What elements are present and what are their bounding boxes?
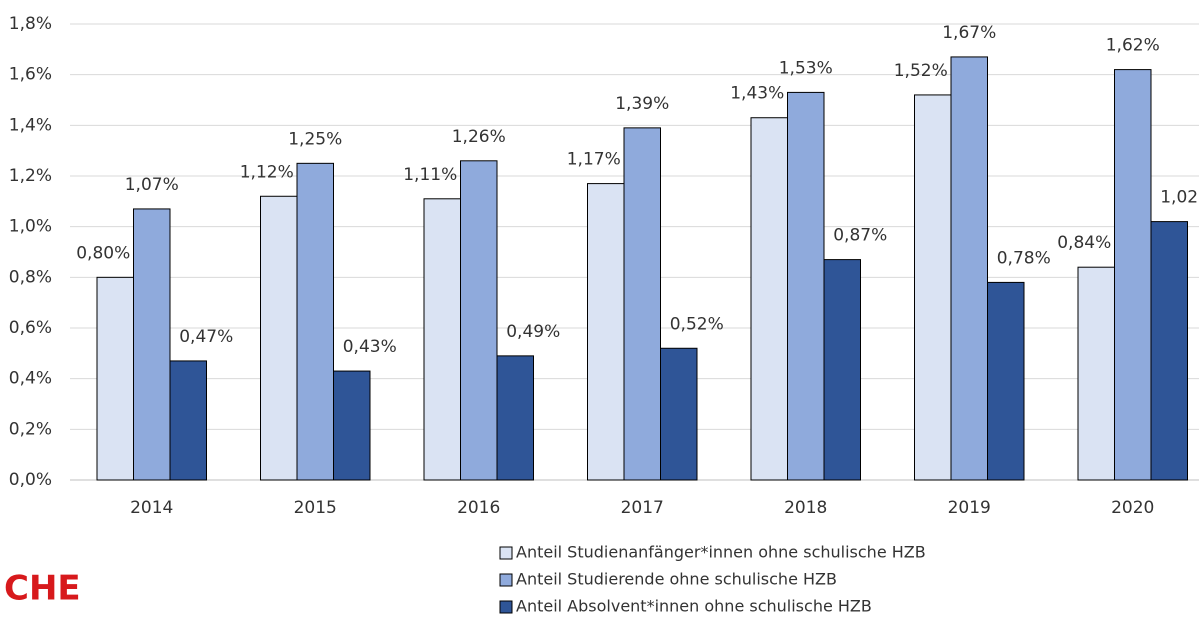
bar xyxy=(333,370,371,481)
y-tick-label: 1,2% xyxy=(9,166,52,186)
y-tick-label: 0,6% xyxy=(9,318,52,338)
bar xyxy=(950,56,988,481)
data-label: 0,43% xyxy=(343,337,397,357)
x-tick-label: 2020 xyxy=(1111,498,1154,518)
bar xyxy=(787,91,825,481)
bar xyxy=(1114,69,1152,481)
data-label: 1,02% xyxy=(1160,188,1199,208)
y-tick-label: 0,8% xyxy=(9,267,52,287)
bar xyxy=(914,94,952,481)
y-tick-label: 0,0% xyxy=(9,470,52,490)
bar xyxy=(1150,221,1188,481)
x-tick-label: 2019 xyxy=(948,498,991,518)
bar xyxy=(169,360,207,481)
y-tick-label: 1,6% xyxy=(9,65,52,85)
data-label: 1,11% xyxy=(403,165,457,185)
legend-label: Anteil Studierende ohne schulische HZB xyxy=(516,570,837,589)
data-label: 0,78% xyxy=(997,248,1051,268)
y-tick-label: 0,4% xyxy=(9,369,52,389)
y-tick-label: 0,2% xyxy=(9,419,52,439)
bar xyxy=(423,198,461,481)
bar xyxy=(1077,266,1115,481)
data-label: 0,87% xyxy=(833,226,887,246)
data-label: 1,67% xyxy=(942,23,996,43)
bar xyxy=(750,117,788,481)
bar xyxy=(623,127,661,481)
data-label: 1,52% xyxy=(894,61,948,81)
y-tick-label: 1,4% xyxy=(9,115,52,135)
bar xyxy=(96,276,134,481)
data-label: 1,39% xyxy=(615,94,669,114)
logo: CHE xyxy=(4,569,81,609)
bar xyxy=(496,355,534,481)
bar xyxy=(260,195,298,481)
y-tick-label: 1,8% xyxy=(9,14,52,34)
data-label: 1,17% xyxy=(567,150,621,170)
bar xyxy=(823,259,861,481)
data-label: 1,25% xyxy=(288,129,342,149)
bar xyxy=(987,281,1025,481)
data-label: 0,80% xyxy=(76,243,130,263)
data-label: 0,84% xyxy=(1057,233,1111,253)
data-label: 0,49% xyxy=(506,322,560,342)
y-tick-label: 1,0% xyxy=(9,217,52,237)
bar xyxy=(460,160,498,481)
legend-swatch xyxy=(499,600,513,614)
x-tick-label: 2014 xyxy=(130,498,173,518)
data-label: 1,07% xyxy=(125,175,179,195)
bar xyxy=(587,183,625,481)
bar xyxy=(133,208,171,481)
bar xyxy=(660,347,698,481)
data-label: 0,52% xyxy=(670,314,724,334)
data-label: 1,43% xyxy=(730,84,784,104)
data-label: 1,26% xyxy=(452,127,506,147)
x-tick-label: 2016 xyxy=(457,498,500,518)
x-tick-label: 2015 xyxy=(294,498,337,518)
legend-label: Anteil Absolvent*innen ohne schulische H… xyxy=(516,597,872,616)
data-label: 0,47% xyxy=(179,327,233,347)
x-tick-label: 2017 xyxy=(621,498,664,518)
data-label: 1,62% xyxy=(1106,36,1160,56)
legend-swatch xyxy=(499,546,513,560)
data-label: 1,12% xyxy=(240,162,294,182)
bar xyxy=(296,162,334,481)
x-tick-label: 2018 xyxy=(784,498,827,518)
legend-label: Anteil Studienanfänger*innen ohne schuli… xyxy=(516,543,926,562)
legend-swatch xyxy=(499,573,513,587)
data-label: 1,53% xyxy=(779,58,833,78)
